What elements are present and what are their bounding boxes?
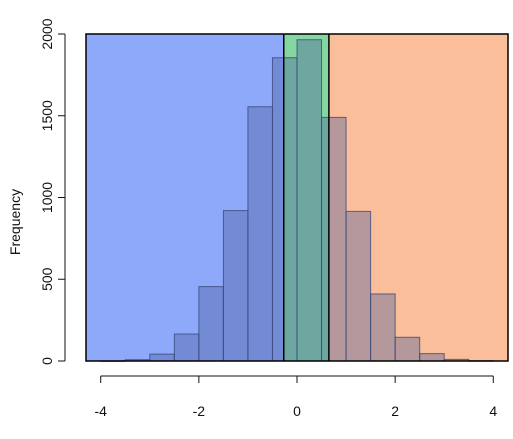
histogram-bar [271,57,298,362]
y-tick-label: 500 [39,267,55,291]
region-1 [86,34,284,361]
histogram-bar [419,353,445,362]
x-tick-label: 0 [293,403,301,419]
histogram-bars [100,39,494,362]
histogram-bar [173,333,200,362]
histogram-bar [345,210,372,362]
histogram-bar [247,106,273,362]
y-tick-label: 2000 [39,18,55,49]
histogram-bar [370,293,396,362]
histogram-bar [296,39,323,362]
plot-border [85,33,509,362]
x-axis: -4 -2 0 2 4 [94,375,497,419]
histogram-bar [198,286,224,362]
histogram-bar [149,353,175,362]
histogram-bar [321,116,347,362]
histogram-bar [394,336,421,362]
y-tick-label: 1000 [39,182,55,213]
histogram-bar [222,210,249,362]
y-axis: 0 500 1000 1500 2000 [39,18,66,365]
x-tick-label: -4 [94,403,107,419]
x-tick-label: -2 [193,403,206,419]
y-tick-label: 1500 [39,100,55,131]
x-tick-label: 4 [489,403,497,419]
region-3 [328,34,508,361]
y-tick-label: 0 [39,357,55,365]
x-tick-label: 2 [391,403,399,419]
region-borders [85,33,509,362]
y-axis-title: Frequency [7,189,23,255]
